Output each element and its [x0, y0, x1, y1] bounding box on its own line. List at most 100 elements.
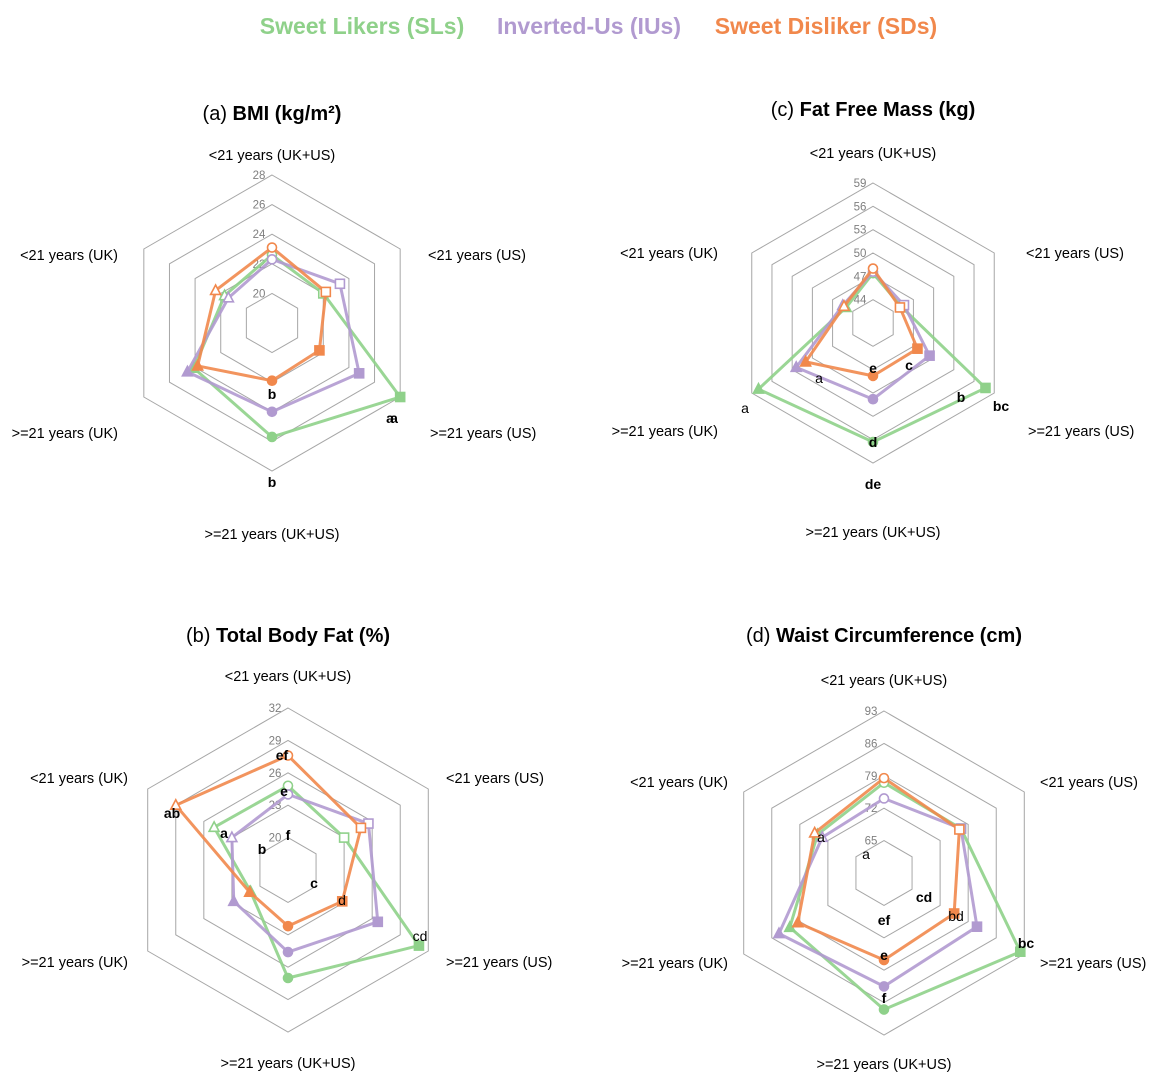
data-point: [372, 916, 384, 928]
radar-panel-3: (d) Waist Circumference (cm)6572798693<2…: [622, 625, 1147, 1073]
axis-label: >=21 years (UK): [22, 955, 128, 971]
tick-label: 79: [865, 771, 878, 783]
data-point: [752, 381, 765, 394]
panel-title-text: Total Body Fat (%): [216, 625, 390, 647]
axis-label: <21 years (US): [1040, 775, 1138, 791]
grid-ring: [143, 174, 401, 472]
data-point: [314, 345, 325, 356]
significance-label: a: [390, 410, 398, 426]
data-point: [266, 431, 278, 443]
grid-ring: [147, 707, 429, 1033]
significance-label: a: [817, 829, 825, 845]
grid-ring: [259, 837, 317, 903]
grid-ring: [245, 292, 299, 354]
tick-label: 50: [854, 248, 867, 260]
significance-label: b: [258, 841, 267, 857]
panel-title: (b) Total Body Fat (%): [186, 625, 390, 647]
grid-ring: [827, 807, 941, 939]
data-point: [799, 354, 812, 367]
data-point: [878, 793, 890, 804]
data-point: [282, 946, 294, 958]
panel-title: (c) Fat Free Mass (kg): [771, 99, 976, 121]
legend-item-0: Sweet Likers (SLs): [260, 13, 465, 39]
significance-label: bc: [993, 398, 1010, 414]
data-point: [282, 920, 294, 932]
series-1: [181, 254, 365, 418]
legend-item-2: Sweet Disliker (SDs): [715, 13, 937, 39]
data-point: [867, 436, 879, 448]
axis-label: <21 years (UK+US): [209, 148, 336, 164]
axis-label: >=21 years (US): [1040, 956, 1146, 972]
significance-label: bc: [1018, 935, 1035, 951]
data-point: [837, 299, 851, 312]
significance-label: e: [869, 360, 877, 376]
data-point: [980, 382, 991, 394]
axis-label: >=21 years (US): [446, 955, 552, 971]
data-point: [954, 824, 965, 835]
series-line: [804, 267, 919, 378]
axis-label: <21 years (UK): [30, 771, 128, 787]
panel-letter: (b): [186, 625, 216, 647]
tick-label: 56: [854, 201, 867, 213]
grid-ring: [852, 299, 894, 347]
data-point: [789, 360, 803, 373]
tick-label: 65: [865, 836, 878, 848]
grid-ring: [832, 275, 914, 371]
significance-label: f: [882, 990, 887, 1006]
data-point: [867, 370, 879, 382]
tick-label: 20: [269, 833, 282, 845]
legend-item-1: Inverted-Us (IUs): [497, 13, 681, 39]
data-point: [867, 263, 879, 274]
grid-ring: [751, 182, 995, 464]
series-line: [230, 792, 380, 954]
series-0: [752, 267, 991, 448]
axis-label: <21 years (US): [1026, 246, 1124, 262]
data-point: [282, 789, 294, 800]
significance-label: cd: [413, 928, 428, 944]
data-point: [266, 406, 278, 418]
panel-letter: (c): [771, 99, 800, 121]
significance-label: c: [310, 875, 318, 891]
panel-title-text: Fat Free Mass (kg): [800, 99, 976, 121]
axis-label: >=21 years (UK+US): [221, 1056, 356, 1072]
data-point: [878, 954, 890, 966]
significance-label: a: [862, 846, 870, 862]
axis-label: >=21 years (UK+US): [205, 527, 340, 543]
data-point: [334, 278, 346, 290]
tick-label: 24: [253, 229, 266, 241]
data-point: [266, 375, 278, 387]
data-point: [971, 921, 983, 932]
significance-label: c: [905, 357, 913, 373]
data-point: [209, 283, 222, 296]
grid-ring: [771, 205, 975, 441]
axis-label: <21 years (UK+US): [225, 669, 352, 685]
data-point: [243, 884, 256, 897]
tick-label: 44: [854, 295, 867, 307]
significance-label: cd: [916, 889, 932, 905]
data-point: [282, 972, 294, 984]
tick-label: 86: [865, 738, 878, 750]
series-2: [799, 263, 923, 382]
axis-label: >=21 years (UK+US): [817, 1057, 952, 1073]
data-point: [878, 1004, 890, 1015]
significance-label: e: [280, 783, 288, 799]
data-point: [266, 254, 278, 265]
data-point: [207, 820, 221, 833]
grid-ring: [791, 229, 955, 417]
axis-label: <21 years (US): [446, 771, 544, 787]
significance-label: b: [957, 389, 966, 405]
data-point: [878, 772, 890, 784]
axis-label: <21 years (UK): [20, 248, 118, 264]
data-point: [227, 894, 241, 907]
data-point: [181, 364, 194, 377]
grid-ring: [811, 252, 935, 394]
grid-ring: [771, 742, 997, 1004]
data-point: [225, 830, 239, 843]
axis-label: >=21 years (UK): [612, 424, 718, 440]
axis-label: <21 years (US): [428, 248, 526, 264]
data-point: [191, 358, 204, 371]
series-0: [783, 777, 1026, 1015]
tick-label: 53: [854, 225, 867, 237]
